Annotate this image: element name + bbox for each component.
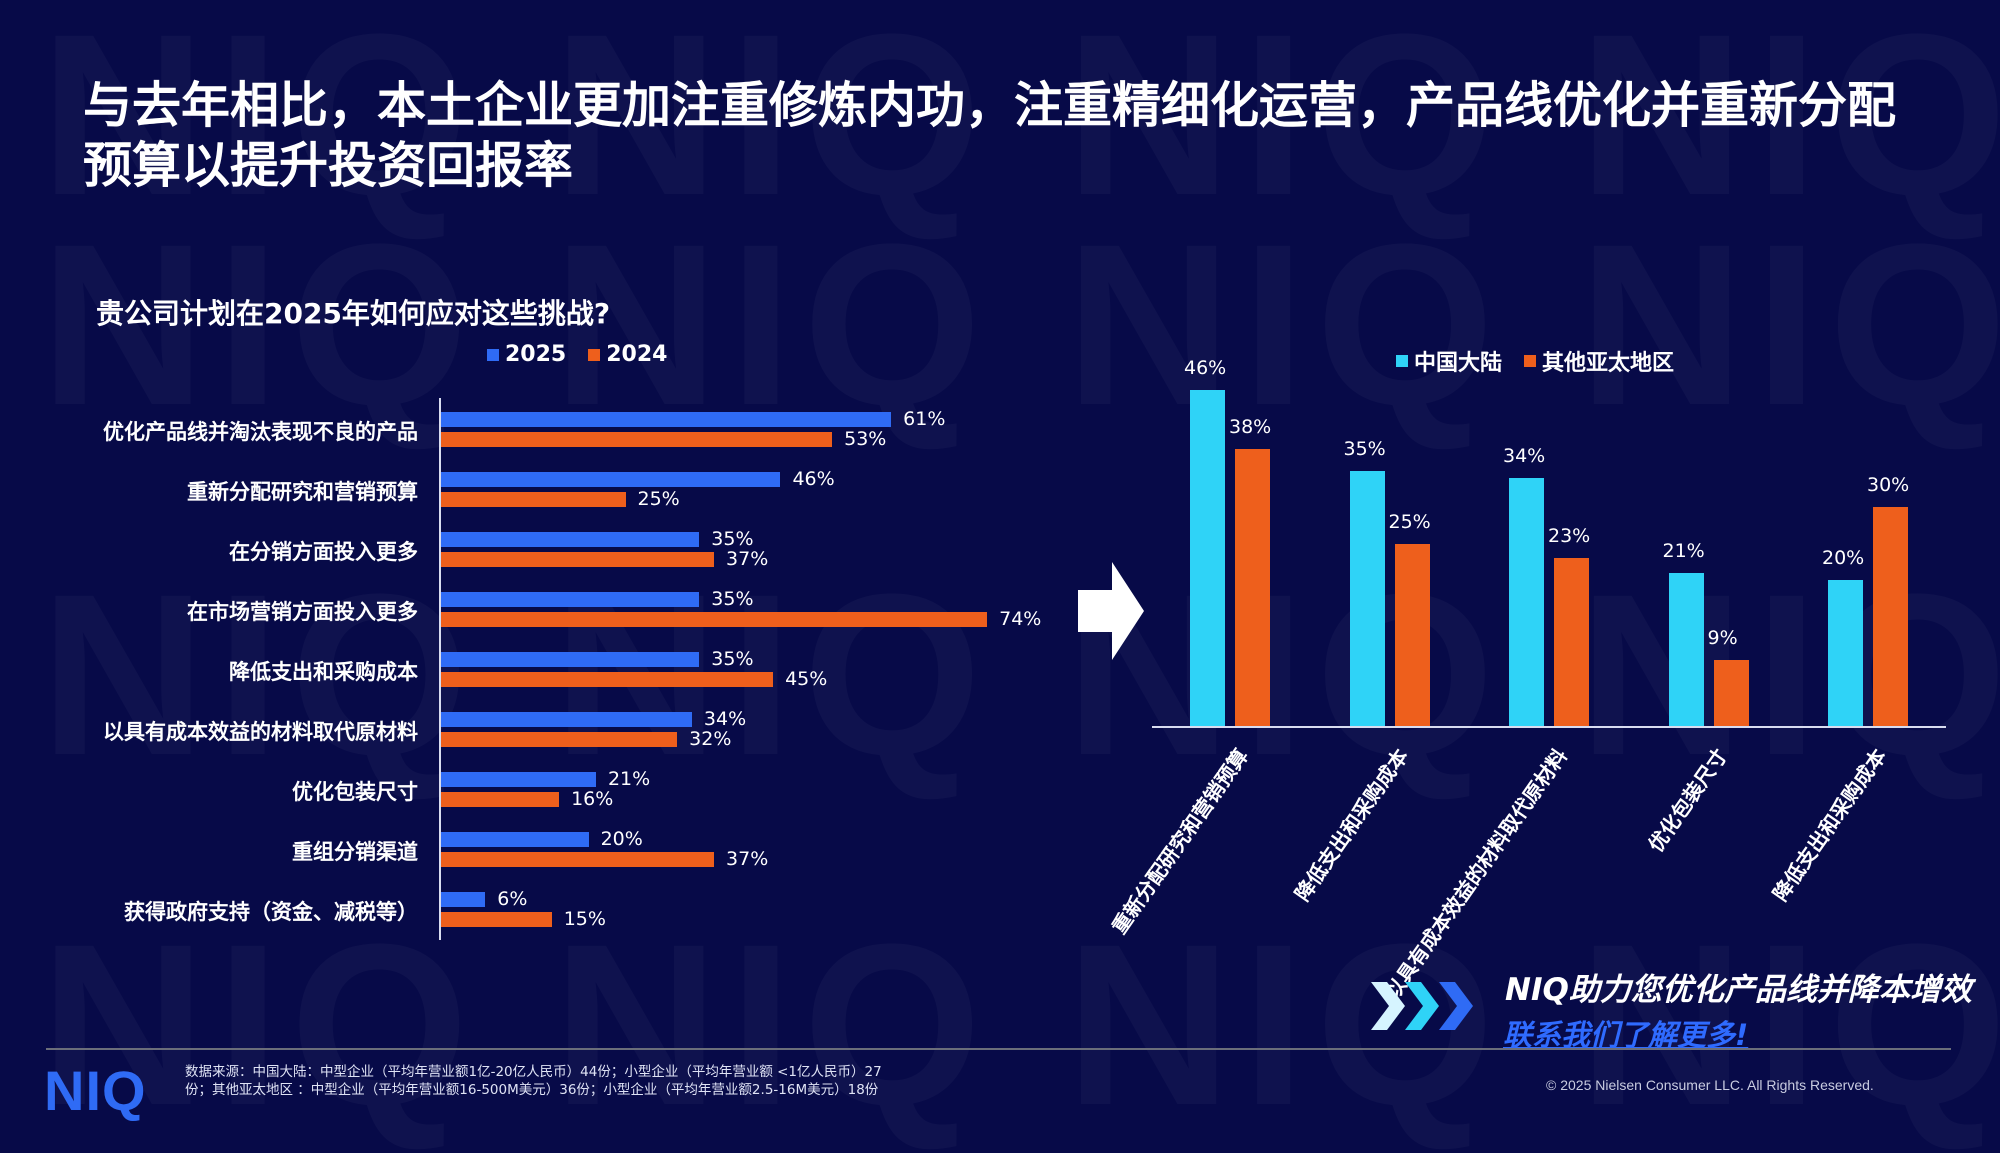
bar-2024 [441,792,560,807]
column-apac [1713,660,1749,726]
legend-item-2025: 2025 [487,342,566,367]
column-china [1349,470,1385,726]
bar-2024 [441,432,833,447]
bar-2024 [441,552,715,567]
data-label: 35% [1343,437,1386,460]
column-china [1509,477,1544,726]
data-label: 21% [1662,539,1705,562]
x-axis-line [1152,726,1946,728]
data-label: 23% [1548,525,1591,548]
data-label: 6% [497,888,528,910]
bar-2025 [441,712,692,727]
category-label: 降低支出和采购成本 [229,660,418,684]
arrow-right-icon [1078,562,1144,660]
data-label: 37% [726,848,769,870]
chevrons-icon [1371,982,1473,1030]
data-label: 35% [711,648,754,670]
category-label: 获得政府支持（资金、减税等） [124,900,418,924]
cta-headline: NIQ助力您优化产品线并降本增效 [1505,972,1972,1008]
niq-logo: NIQ [44,1059,147,1122]
copyright: © 2025 Nielsen Consumer LLC. All Rights … [1546,1077,1874,1093]
bar-2025 [441,532,700,547]
column-apac [1394,543,1430,726]
left-legend: 2025 2024 [487,342,667,367]
data-label: 15% [563,908,606,930]
bar-2025 [441,832,589,847]
data-label: 20% [600,828,643,850]
column-apac [1235,448,1270,726]
legend-item-2024: 2024 [588,342,667,367]
legend-item-apac: 其他亚太地区 [1524,345,1674,377]
data-label: 53% [844,428,887,450]
right-legend: 中国大陆 其他亚太地区 [1396,345,1674,377]
data-label: 45% [785,668,828,690]
legend-swatch [1396,355,1408,367]
data-label: 37% [726,548,769,570]
column-china [1668,572,1704,726]
category-label: 优化产品线并淘汰表现不良的产品 [103,420,418,444]
data-label: 38% [1229,415,1272,438]
footnote: 数据来源：中国大陆：中型企业（平均年营业额1亿-20亿人民币）44份；小型企业（… [185,1064,882,1098]
bar-2024 [441,492,626,507]
column-china [1828,580,1863,726]
data-label: 74% [999,608,1042,630]
category-label: 优化包装尺寸 [292,780,418,804]
footer-divider [46,1048,1951,1050]
chart-title: 贵公司计划在2025年如何应对这些挑战? [96,297,611,330]
page-title: 与去年相比，本土企业更加注重修炼内功，注重精细化运营，产品线优化并重新分配预算以… [83,77,1897,194]
data-label: 16% [571,788,614,810]
data-label: 34% [703,708,747,730]
y-axis-line [439,398,441,940]
legend-swatch [1524,355,1537,367]
data-label: 30% [1867,474,1910,497]
legend-item-china: 中国大陆 [1396,345,1502,377]
bar-2024 [441,912,552,927]
bar-2025 [441,892,486,907]
data-label: 9% [1707,627,1738,650]
data-label: 46% [1184,357,1227,380]
bar-2025 [441,412,892,427]
data-label: 25% [637,488,680,510]
data-label: 25% [1388,510,1431,533]
category-label: 在分销方面投入更多 [229,540,418,564]
data-label: 20% [1822,547,1865,570]
column-china [1190,390,1225,726]
data-label: 61% [903,408,946,430]
data-label: 35% [711,528,754,550]
category-label: 重组分销渠道 [292,840,418,864]
data-label: 21% [607,768,651,790]
column-apac [1554,558,1589,726]
category-label: 重新分配研究和营销预算 [187,480,418,504]
bar-2025 [441,772,596,787]
bar-2024 [441,732,678,747]
bar-2024 [441,852,715,867]
category-label: 以具有成本效益的材料取代原材料 [103,720,418,744]
bar-2024 [441,612,988,627]
legend-swatch [487,348,499,361]
data-label: 46% [792,468,835,490]
bar-2025 [441,472,781,487]
category-label: 在市场营销方面投入更多 [187,600,418,624]
bar-2025 [441,652,700,667]
data-label: 35% [711,588,754,610]
contact-us-link[interactable]: 联系我们了解更多! [1503,1018,1749,1052]
column-apac [1873,507,1908,726]
data-label: 32% [689,728,732,750]
data-label: 34% [1503,444,1546,467]
legend-swatch [588,348,601,361]
bar-2025 [441,592,700,607]
bar-2024 [441,672,774,687]
